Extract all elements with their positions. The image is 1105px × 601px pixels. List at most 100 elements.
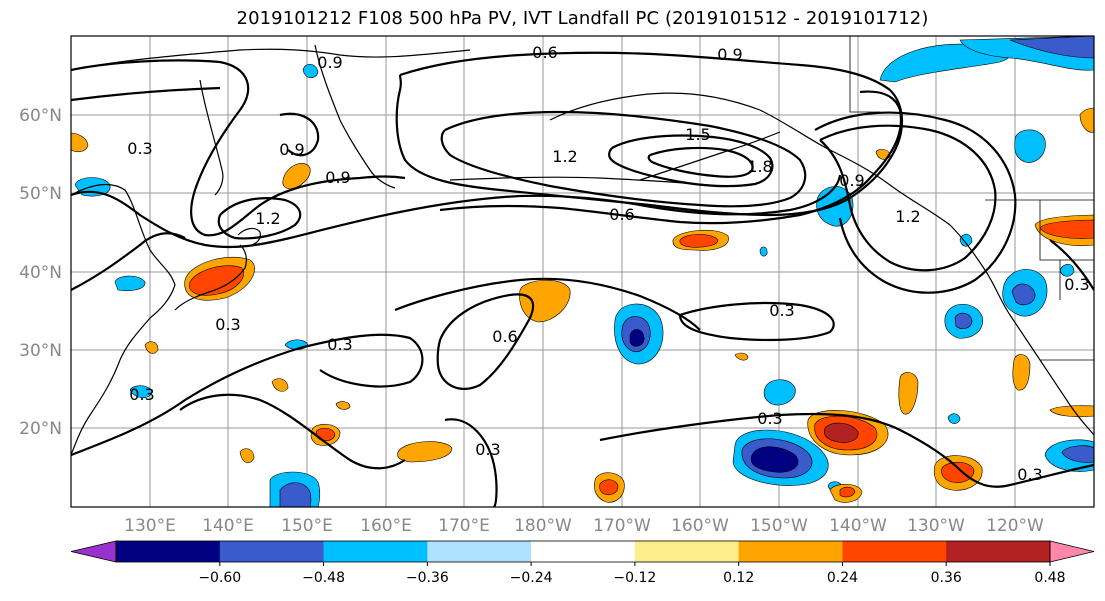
- contour-label: 1.2: [255, 209, 280, 228]
- shade-blue-bc: [1014, 129, 1046, 163]
- shade-orange-kuril: [282, 163, 311, 190]
- contour-label: 0.9: [317, 53, 342, 72]
- shade-red-south-3: [839, 486, 856, 498]
- colorbar-swatch: [219, 541, 325, 562]
- colorbar-swatch: [427, 541, 532, 562]
- contour-0.9-gulf: [814, 111, 1017, 294]
- lon-label-140w: 140°W: [829, 516, 887, 536]
- shade-orange-sw-1: [397, 441, 453, 463]
- lon-label-180w: 180°W: [514, 516, 572, 536]
- contour-label: 0.3: [129, 385, 154, 404]
- contour-label: 1.2: [552, 147, 577, 166]
- contour-label: 0.3: [1017, 465, 1042, 484]
- shade-dark-central-pac: [629, 329, 645, 347]
- contour-1.5: [608, 134, 774, 188]
- shade-orange-w-edge: [71, 132, 89, 153]
- contour-1.8: [647, 146, 754, 178]
- coast-sakhalin: [199, 79, 224, 196]
- lon-label-140e: 140°E: [202, 516, 254, 536]
- contour-label: 0.6: [609, 205, 634, 224]
- colorbar: −0.60 −0.48 −0.36 −0.24 −0.12 0.12 0.24 0.36 0.4…: [70, 540, 1095, 586]
- lat-label-40n: 40°N: [19, 263, 62, 283]
- colorbar-swatch: [946, 541, 1051, 562]
- lon-label-130e: 130°E: [124, 516, 176, 536]
- contour-0.3-south-2: [444, 418, 498, 507]
- lon-label-170w: 170°W: [593, 516, 651, 536]
- colorbar-swatch: [116, 541, 221, 562]
- shade-blue-misc-2: [959, 233, 973, 247]
- contour-0.3-sw: [71, 333, 424, 457]
- shade-red-midlat: [679, 234, 719, 248]
- colorbar-swatch: [738, 541, 843, 562]
- colorbar-tick-label: −0.36: [406, 570, 449, 586]
- contour-0.9-west: [71, 86, 221, 102]
- shade-orange-subtrop-2: [1012, 354, 1031, 391]
- colorbar-tick-label: 0.36: [931, 570, 962, 586]
- contour-label: 0.6: [532, 43, 557, 62]
- map-panel: 0.9 0.6 0.9 0.3 0.9 0.9 1.2 1.2 1.5 1.8 …: [71, 36, 1094, 507]
- contour-label: 0.3: [475, 440, 500, 459]
- lat-label-30n: 30°N: [19, 341, 62, 361]
- shade-blue-taiwan: [129, 385, 153, 399]
- shade-mid-mexico: [1061, 445, 1094, 463]
- shade-red-sw-2: [315, 427, 336, 441]
- shade-orange-misc-4: [1049, 405, 1094, 418]
- contour-0.9-north: [71, 59, 406, 237]
- lat-labels: 60°N 50°N 40°N 30°N 20°N: [19, 106, 62, 439]
- contour-label: 0.3: [215, 315, 240, 334]
- coast-okhotsk: [71, 48, 471, 71]
- colorbar-swatch: [842, 541, 947, 562]
- lon-label-150w: 150°W: [750, 516, 808, 536]
- contour-0.3-mid: [678, 301, 835, 342]
- contour-label: 0.9: [717, 45, 742, 64]
- coast-kamchatka: [314, 44, 396, 189]
- shade-dark-hawaii: [750, 446, 799, 473]
- shade-red-oregon: [1039, 219, 1094, 239]
- contour-0.3-east: [1049, 239, 1094, 291]
- shade-red-japan: [188, 265, 244, 296]
- colorbar-swatch: [634, 541, 740, 562]
- coast-alaska: [549, 92, 986, 271]
- political-boundaries: [849, 36, 1094, 361]
- contour-label: 1.8: [747, 157, 772, 176]
- map-frame: [70, 35, 1095, 508]
- contour-label: 1.2: [895, 207, 920, 226]
- shade-orange-misc-1: [271, 378, 289, 392]
- colorbar-tick-label: −0.48: [302, 570, 345, 586]
- contour-0.3-kuril: [279, 112, 320, 157]
- shade-blue-hawaii-n: [763, 379, 796, 406]
- shade-red-south-2: [599, 479, 619, 496]
- shade-red-south-1: [941, 461, 975, 483]
- contour-label: 0.3: [127, 139, 152, 158]
- contour-label: 0.3: [1064, 275, 1089, 294]
- colorbar-extend-low: [70, 540, 117, 563]
- contour-1.2-main: [440, 110, 807, 208]
- shade-dark-red-ne-hawaii: [823, 422, 859, 443]
- shade-orange-misc-6: [335, 401, 351, 410]
- lon-label-150e: 150°E: [281, 516, 333, 536]
- lat-label-50n: 50°N: [19, 184, 62, 204]
- contour-0.6-dateline: [436, 293, 535, 390]
- lon-label-160w: 160°W: [671, 516, 729, 536]
- lat-label-20n: 20°N: [19, 419, 62, 439]
- lon-labels: 130°E 140°E 150°E 160°E 170°E 180°W 170°…: [124, 516, 1044, 536]
- contour-0.9-main: [395, 51, 904, 217]
- contour-label: 0.3: [769, 301, 794, 320]
- contour-labels: 0.9 0.6 0.9 0.3 0.9 0.9 1.2 1.2 1.5 1.8 …: [127, 43, 1089, 484]
- contour-0.3-central: [394, 277, 701, 331]
- border-alaska-canada: [849, 36, 880, 113]
- colorbar-tick-label: 0.24: [827, 570, 858, 586]
- colorbar-extend-high: [1049, 540, 1095, 563]
- colorbar-swatch: [531, 541, 636, 562]
- shade-orange-subtrop-1: [898, 372, 919, 415]
- colorbar-tick-label: 0.48: [1034, 570, 1065, 586]
- lat-label-60n: 60°N: [19, 106, 62, 126]
- colorbar-tick-label: 0.12: [723, 570, 754, 586]
- coast-asia-mainland: [71, 183, 176, 456]
- shade-orange-bc: [1079, 107, 1094, 133]
- contour-label: 1.5: [685, 125, 710, 144]
- colorbar-tick-label: −0.60: [198, 570, 241, 586]
- pv-contours: [71, 51, 1094, 507]
- shade-orange-misc-2: [239, 448, 255, 464]
